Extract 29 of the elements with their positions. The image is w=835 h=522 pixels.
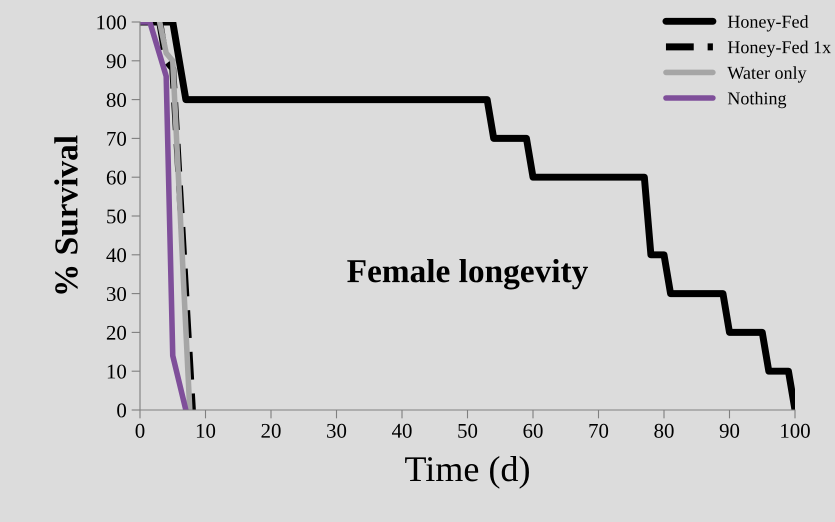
y-tick-label: 80 <box>106 92 126 108</box>
legend-label: Nothing <box>728 92 786 108</box>
annotation: Female longevity <box>347 258 588 290</box>
y-tick-label: 0 <box>117 403 126 418</box>
y-axis-title: % Survival <box>54 136 78 294</box>
x-tick-label: 40 <box>392 424 412 438</box>
y-tick-label: 20 <box>106 326 126 340</box>
y-tick-label: 40 <box>106 248 126 262</box>
y-tick-label: 50 <box>107 209 126 224</box>
x-tick-label: 90 <box>720 424 740 438</box>
x-tick-label: 70 <box>589 424 608 438</box>
y-tick-label: 10 <box>108 364 126 379</box>
x-tick-label: 50 <box>458 424 478 438</box>
legend-label: Honey-Fed <box>728 15 808 32</box>
x-tick-label: 30 <box>327 424 346 438</box>
x-axis-title: Time (d) <box>405 456 529 489</box>
x-tick-label: 20 <box>262 424 281 438</box>
y-tick-label: 30 <box>106 286 126 302</box>
legend-label: Water only <box>727 66 807 83</box>
y-tick-label: 90 <box>106 54 126 68</box>
legend-label: Honey-Fed 1x <box>728 40 831 58</box>
x-tick-label: 60 <box>523 424 543 438</box>
y-tick-label: 70 <box>107 132 126 146</box>
y-tick-label: 100 <box>97 15 126 30</box>
x-tick-label: 10 <box>196 424 216 438</box>
x-tick-label: 80 <box>654 424 674 438</box>
x-tick-label: 100 <box>781 424 810 438</box>
x-tick-label: 0 <box>136 424 144 438</box>
y-tick-label: 60 <box>106 170 126 185</box>
